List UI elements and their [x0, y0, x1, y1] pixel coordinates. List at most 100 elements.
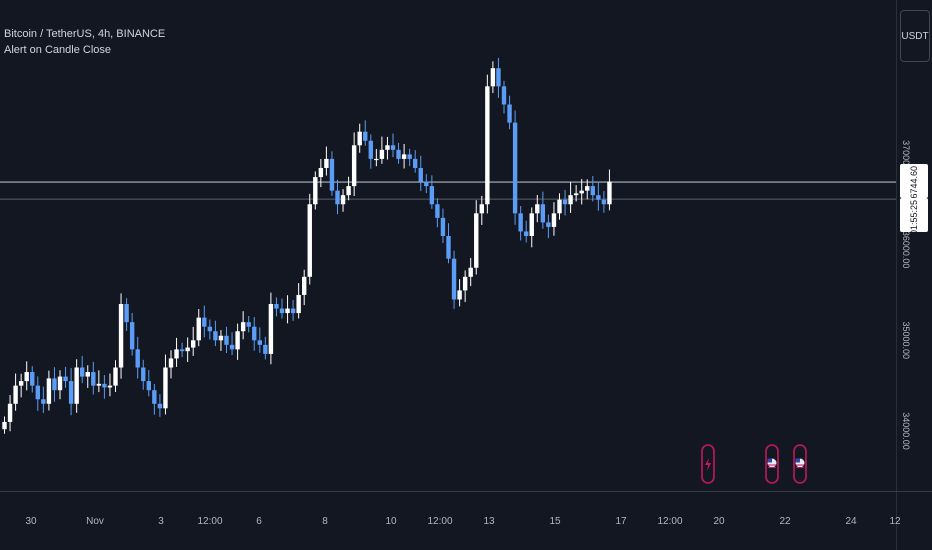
flag-canton	[795, 458, 800, 463]
candle-body	[290, 308, 296, 314]
candle-body	[329, 158, 335, 191]
countdown-value: 01:55:25	[909, 200, 919, 233]
x-tick-label: 20	[713, 516, 725, 527]
candle-body	[518, 213, 523, 232]
candle-body	[551, 213, 557, 227]
candle-body	[252, 326, 257, 341]
candle-body	[168, 358, 174, 368]
candle-body	[30, 372, 35, 386]
y-tick-label: 35000.00	[901, 322, 911, 360]
candle-body	[191, 340, 196, 348]
candle-body	[268, 304, 274, 354]
candle-body	[435, 204, 440, 218]
candle-body	[468, 267, 473, 277]
symbol-title[interactable]: Bitcoin / TetherUS, 4h, BINANCE	[4, 28, 166, 40]
indicator-label[interactable]: Alert on Candle Close	[4, 44, 112, 56]
candle-body	[507, 104, 512, 123]
candle-body	[279, 308, 285, 314]
candle-body	[596, 195, 601, 200]
candle-countdown-tag: 01:55:25	[900, 198, 928, 233]
candle-body	[562, 199, 568, 205]
candle-body	[390, 145, 396, 150]
candle-body	[74, 367, 79, 404]
candle-body	[102, 383, 107, 388]
candle-body	[512, 122, 518, 214]
candle-body	[429, 186, 435, 205]
candle-body	[80, 367, 85, 377]
candle-body	[529, 213, 534, 236]
us-flag-icon	[793, 444, 807, 484]
candle-body	[91, 372, 96, 386]
candle-body	[135, 349, 140, 368]
last-price-tag: 36744.60	[900, 164, 928, 199]
candle-body	[285, 308, 290, 314]
x-tick-label: 12:00	[197, 516, 222, 527]
candle-body	[540, 204, 546, 223]
candle-body	[124, 304, 129, 323]
horizontal-lines	[0, 181, 896, 200]
y-tick-label: 37000.00	[901, 140, 911, 178]
x-tick-label: 17	[615, 516, 627, 527]
candle-body	[313, 177, 318, 205]
candle-body	[307, 204, 312, 277]
candle-body	[96, 383, 102, 386]
candle-body	[185, 347, 190, 352]
x-tick-label: 13	[483, 516, 495, 527]
x-tick-label: 15	[549, 516, 561, 527]
candle-body	[141, 367, 146, 382]
candle-body	[296, 294, 301, 314]
candle-body	[457, 290, 462, 300]
candle-body	[46, 378, 52, 404]
lightning-shape	[705, 458, 711, 471]
candle-body	[35, 385, 40, 400]
lightning-icon	[701, 444, 715, 484]
candle-body	[207, 326, 213, 332]
candle-body	[535, 204, 540, 214]
candle-body	[407, 154, 412, 159]
candle-body	[351, 145, 357, 187]
candle-body	[335, 190, 340, 205]
last-price-value: 36744.60	[909, 166, 919, 199]
candle-body	[363, 131, 368, 141]
candle-body	[424, 181, 429, 187]
candle-body	[257, 340, 262, 345]
x-tick-label: 12:00	[427, 516, 452, 527]
candle-body	[18, 381, 24, 386]
candle-body	[7, 403, 13, 422]
candle-body	[163, 367, 168, 409]
y-tick-label: 34000.00	[901, 412, 911, 450]
candle-body	[374, 158, 379, 161]
candle-body	[213, 331, 218, 341]
x-tick-label: 3	[158, 516, 164, 527]
candle-body	[129, 322, 135, 350]
event-markers	[701, 444, 807, 484]
candle-body	[579, 190, 584, 194]
candles	[2, 57, 612, 434]
candle-body	[590, 186, 595, 196]
candle-body	[246, 322, 251, 327]
candle-body	[229, 344, 235, 350]
candle-body	[196, 317, 201, 341]
x-tick-label: 22	[779, 516, 791, 527]
candle-body	[146, 381, 151, 391]
x-tick-label: 30	[25, 516, 37, 527]
currency-button[interactable]: USDT	[900, 10, 930, 62]
candle-body	[546, 222, 551, 227]
candle-body	[557, 199, 562, 214]
candle-body	[274, 304, 279, 309]
candle-body	[202, 317, 207, 327]
candle-body	[501, 86, 507, 105]
candle-body	[174, 349, 179, 359]
candle-body	[57, 376, 63, 391]
candle-body	[368, 140, 373, 159]
candle-body	[440, 217, 446, 236]
chart-legend: Bitcoin / TetherUS, 4h, BINANCE Alert on…	[4, 26, 165, 58]
candle-body	[385, 145, 390, 150]
candle-body	[68, 381, 74, 404]
candle-body	[401, 154, 407, 159]
x-tick-label: 8	[322, 516, 328, 527]
candle-body	[2, 421, 7, 430]
candle-body	[85, 372, 90, 377]
